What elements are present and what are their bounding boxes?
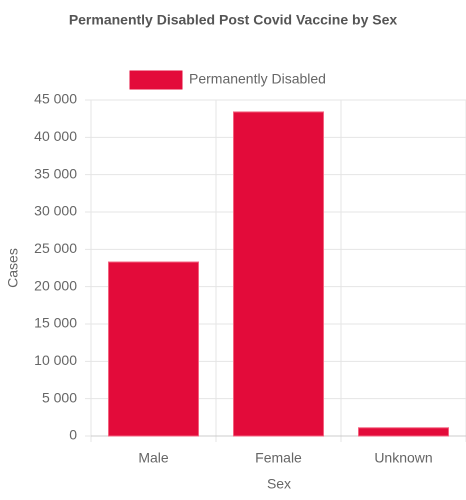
y-tick-label: 10 000	[34, 352, 77, 368]
bar	[108, 261, 199, 437]
x-tick-label: Male	[138, 450, 169, 466]
y-tick-label: 20 000	[34, 277, 77, 293]
bar	[358, 427, 449, 437]
x-tick-label: Unknown	[374, 450, 432, 466]
x-axis-label: Sex	[267, 476, 291, 492]
y-tick-label: 15 000	[34, 315, 77, 331]
y-axis-label: Cases	[5, 248, 21, 288]
x-tick-label: Female	[255, 450, 302, 466]
y-tick-label: 0	[69, 427, 77, 443]
y-tick-label: 45 000	[34, 91, 77, 107]
y-tick-label: 30 000	[34, 203, 77, 219]
y-tick-label: 40 000	[34, 128, 77, 144]
legend-label: Permanently Disabled	[189, 71, 326, 87]
legend-swatch	[129, 70, 183, 90]
y-tick-label: 25 000	[34, 240, 77, 256]
y-tick-label: 5 000	[42, 389, 77, 405]
bar	[233, 111, 324, 437]
y-tick-label: 35 000	[34, 165, 77, 181]
chart-title: Permanently Disabled Post Covid Vaccine …	[69, 12, 398, 28]
